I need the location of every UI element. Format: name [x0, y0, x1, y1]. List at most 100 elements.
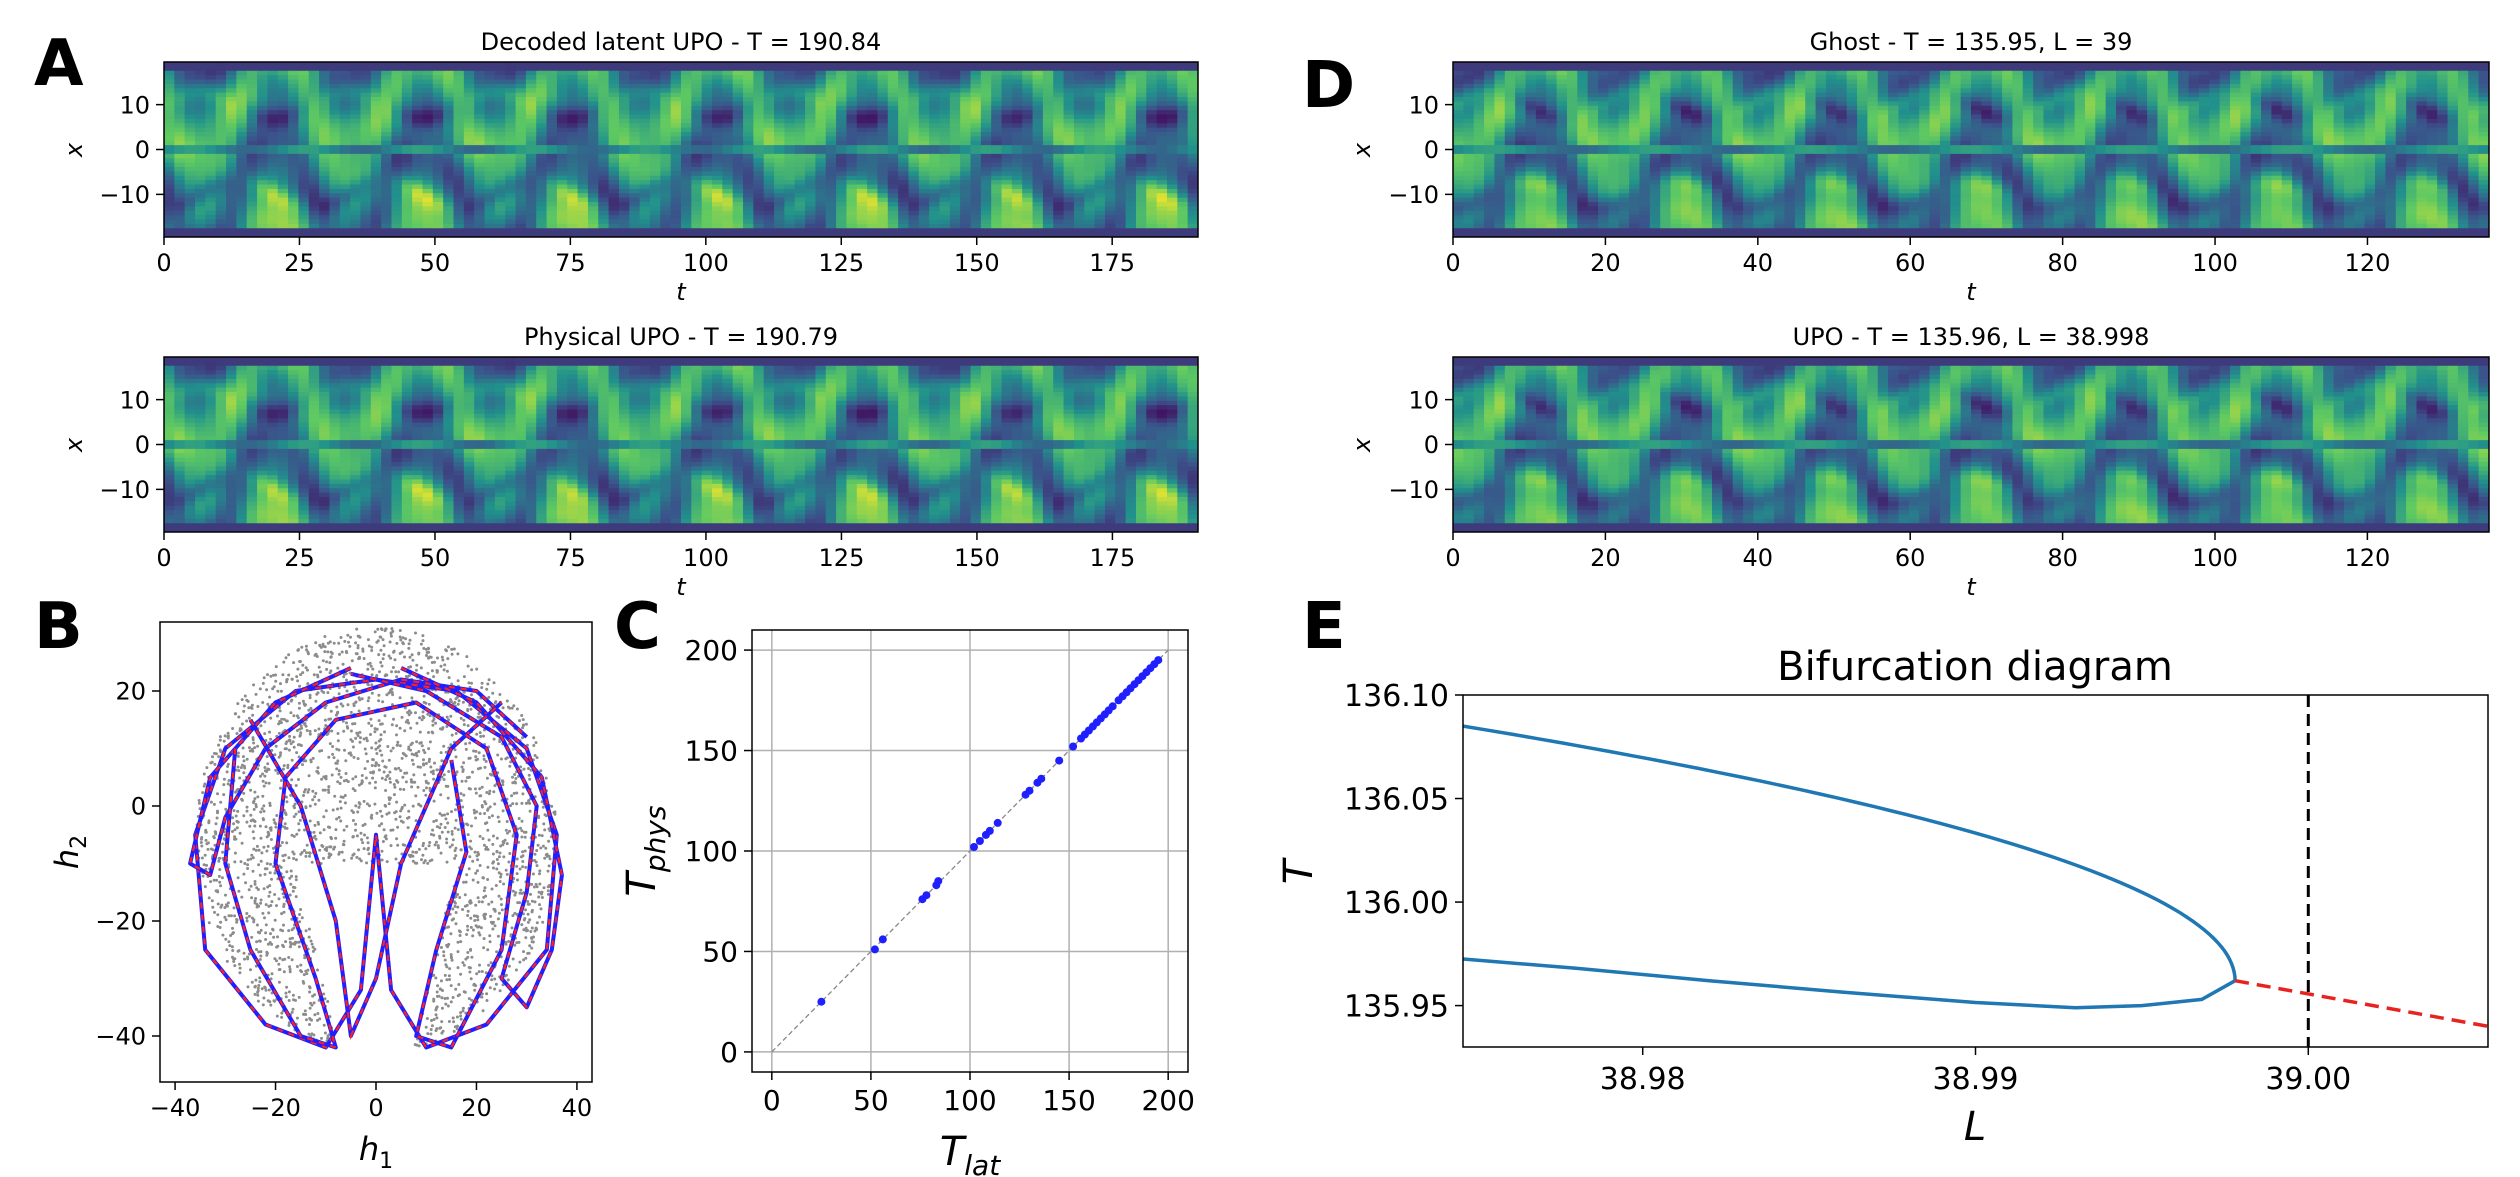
heatmap-cell: [939, 180, 951, 186]
heatmap-cell: [164, 444, 175, 450]
heatmap-cell: [960, 127, 972, 133]
heatmap-cell: [370, 383, 382, 389]
heatmap-cell: [1084, 223, 1096, 229]
heatmap-cell: [1022, 149, 1034, 155]
heatmap-cell: [184, 83, 196, 89]
heatmap-cell: [784, 127, 796, 133]
heatmap-cell: [164, 409, 175, 415]
heatmap-cell: [556, 105, 568, 111]
heatmap-cell: [577, 79, 589, 85]
heatmap-cell: [443, 114, 455, 120]
heatmap-cell: [546, 127, 558, 133]
heatmap-cell: [432, 175, 444, 181]
heatmap-cell: [939, 197, 951, 203]
heatmap-cell: [164, 75, 175, 81]
heatmap-cell: [856, 132, 868, 137]
heatmap-cell: [370, 62, 382, 67]
heatmap-cell: [1156, 140, 1168, 146]
heatmap-cell: [236, 418, 248, 424]
heatmap-cell: [246, 175, 258, 181]
heatmap-cell: [246, 422, 258, 428]
heatmap-cell: [898, 79, 910, 85]
heatmap-cell: [329, 171, 341, 177]
heatmap-cell: [918, 153, 930, 159]
heatmap-cell: [494, 215, 506, 221]
heatmap-cell: [422, 167, 434, 172]
heatmap-cell: [226, 413, 237, 419]
heatmap-cell: [887, 158, 899, 164]
heatmap-cell: [774, 215, 785, 221]
heatmap-cell: [836, 110, 848, 116]
heatmap-cell: [898, 232, 910, 237]
heatmap-cell: [577, 132, 589, 137]
heatmap-cell: [1032, 162, 1044, 168]
heatmap-cell: [1146, 101, 1158, 107]
heatmap-cell: [836, 158, 848, 164]
heatmap-cell: [577, 136, 589, 142]
heatmap-cell: [1032, 114, 1044, 120]
heatmap-cell: [743, 105, 754, 111]
heatmap-cell: [856, 171, 868, 177]
heatmap-cell: [618, 114, 630, 120]
heatmap-cell: [846, 145, 858, 151]
heatmap-cell: [195, 193, 206, 199]
heatmap-cell: [267, 378, 279, 384]
heatmap-cell: [836, 232, 848, 237]
heatmap-cell: [877, 105, 889, 111]
heatmap-cell: [887, 123, 899, 129]
heatmap-cell: [877, 110, 889, 116]
heatmap-cell: [515, 92, 527, 98]
heatmap-cell: [1084, 101, 1096, 107]
heatmap-cell: [639, 153, 651, 159]
heatmap-cell: [215, 396, 227, 402]
heatmap-cell: [567, 136, 579, 142]
heatmap-cell: [474, 136, 486, 142]
heatmap-cell: [484, 83, 496, 89]
heatmap-cell: [164, 527, 175, 532]
heatmap-cell: [432, 140, 444, 146]
heatmap-cell: [350, 167, 362, 172]
heatmap-cell: [1146, 219, 1158, 225]
heatmap-cell: [267, 510, 279, 516]
heatmap-cell: [846, 83, 858, 89]
heatmap-cell: [970, 167, 982, 172]
heatmap-cell: [898, 123, 910, 129]
heatmap-cell: [1022, 140, 1034, 146]
heatmap-cell: [422, 88, 434, 94]
heatmap-cell: [1022, 79, 1034, 85]
heatmap-cell: [360, 70, 372, 76]
heatmap-cell: [856, 188, 868, 194]
heatmap-cell: [815, 210, 827, 216]
heatmap-cell: [236, 405, 248, 411]
heatmap-cell: [298, 475, 310, 481]
heatmap-cell: [1156, 110, 1168, 116]
heatmap-cell: [277, 197, 289, 203]
heatmap-cell: [1104, 210, 1116, 216]
heatmap-cell: [1115, 140, 1127, 146]
heatmap-cell: [184, 479, 196, 485]
heatmap-cell: [681, 114, 692, 120]
heatmap-cell: [536, 180, 548, 186]
heatmap-cell: [960, 101, 972, 107]
heatmap-cell: [453, 175, 465, 181]
heatmap-cell: [319, 457, 331, 463]
heatmap-cell: [484, 180, 496, 186]
heatmap-cell: [763, 188, 775, 194]
heatmap-cell: [784, 140, 796, 146]
heatmap-cell: [608, 223, 620, 229]
heatmap-cell: [1125, 114, 1137, 120]
heatmap-cell: [929, 158, 941, 164]
heatmap-cell: [246, 132, 258, 137]
heatmap-cell: [215, 62, 227, 67]
heatmap-cell: [577, 92, 589, 98]
heatmap-cell: [1073, 92, 1085, 98]
heatmap-cell: [215, 518, 227, 524]
heatmap-cell: [639, 180, 651, 186]
heatmap-cell: [381, 145, 393, 151]
heatmap-cell: [1053, 215, 1065, 221]
heatmap-cell: [277, 392, 289, 397]
heatmap-cell: [298, 483, 310, 489]
heatmap-cell: [629, 97, 641, 102]
heatmap-cell: [1135, 75, 1147, 81]
heatmap-cell: [505, 127, 517, 133]
